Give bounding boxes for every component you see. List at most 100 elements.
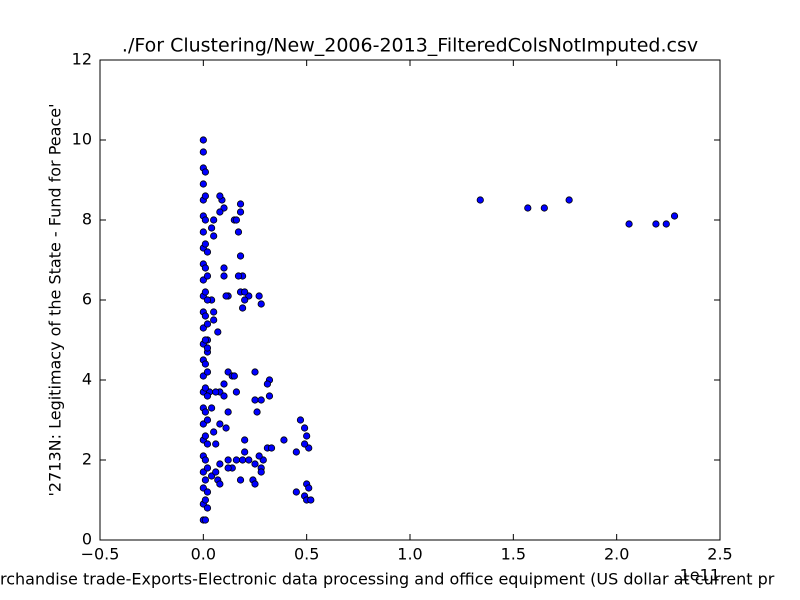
scatter-point (220, 264, 228, 272)
scatter-point (210, 308, 218, 316)
x-tick-label: −0.5 (81, 545, 120, 564)
scatter-point (255, 452, 263, 460)
scatter-point (208, 404, 216, 412)
scatter-point (296, 416, 305, 424)
scatter-point (199, 180, 207, 188)
scatter-point (224, 464, 232, 472)
scatter-point (245, 456, 253, 464)
scatter-point (201, 336, 209, 344)
scatter-point (236, 476, 245, 484)
scatter-point (241, 288, 249, 296)
scatter-point (524, 204, 532, 212)
scatter-point (232, 388, 240, 396)
plot-frame (99, 59, 721, 541)
scatter-point (199, 136, 207, 144)
scatter-point (199, 228, 207, 236)
scatter-point (203, 368, 212, 376)
scatter-point (224, 456, 232, 464)
y-tick-label: 6 (82, 290, 92, 309)
scatter-point (201, 264, 209, 272)
x-offset-label: 1e11 (680, 566, 720, 585)
y-tick-label: 12 (72, 50, 92, 69)
scatter-point (239, 456, 247, 464)
scatter-point (201, 496, 209, 504)
x-tick-label: 0.5 (294, 545, 319, 564)
scatter-point (236, 208, 245, 216)
scatter-point (303, 432, 311, 440)
scatter-point (251, 480, 259, 488)
scatter-point (203, 320, 212, 328)
scatter-point (201, 168, 209, 176)
scatter-point (210, 316, 218, 324)
scatter-point (201, 192, 209, 200)
scatter-point (203, 488, 212, 496)
scatter-point (625, 220, 633, 228)
x-tick-label: 2.5 (707, 545, 732, 564)
scatter-point (201, 456, 209, 464)
scatter-point (234, 272, 243, 280)
scatter-point (236, 252, 245, 260)
scatter-point (199, 148, 207, 156)
scatter-point (201, 312, 209, 320)
scatter-point (670, 212, 679, 220)
scatter-point (476, 196, 484, 204)
scatter-point (214, 328, 222, 336)
scatter-point (265, 392, 274, 400)
scatter-point (210, 232, 218, 240)
scatter-point (208, 224, 216, 232)
scatter-point (255, 292, 263, 300)
scatter-point (210, 428, 218, 436)
y-tick-label: 2 (82, 450, 92, 469)
scatter-point (203, 248, 212, 256)
scatter-point (220, 392, 228, 400)
y-tick-label: 8 (82, 210, 92, 229)
scatter-point (236, 200, 245, 208)
scatter-point (280, 436, 288, 444)
scatter-point (251, 368, 259, 376)
scatter-point (652, 220, 660, 228)
scatter-point (203, 440, 212, 448)
scatter-point (251, 460, 259, 468)
scatter-point (216, 420, 224, 428)
scatter-point (201, 408, 209, 416)
scatter-point (305, 484, 313, 492)
scatter-point (263, 380, 271, 388)
scatter-point (239, 304, 247, 312)
scatter-point (216, 192, 224, 200)
scatter-point (210, 216, 218, 224)
scatter-point (220, 380, 228, 388)
scatter-point (565, 196, 573, 204)
scatter-point (203, 272, 212, 280)
scatter-point (232, 456, 240, 464)
scatter-point (212, 388, 220, 396)
scatter-point (662, 220, 670, 228)
scatter-point (216, 460, 224, 468)
scatter-point (203, 416, 212, 424)
scatter-point (307, 496, 315, 504)
scatter-point (201, 384, 209, 392)
scatter-point (212, 468, 220, 476)
scatter-point (230, 372, 238, 380)
scatter-point (241, 296, 249, 304)
scatter-point (201, 240, 209, 248)
scatter-point (201, 432, 209, 440)
scatter-point (267, 444, 276, 452)
scatter-point (203, 392, 212, 400)
scatter-point (241, 436, 249, 444)
scatter-point (257, 468, 265, 476)
y-tick-label: 4 (82, 370, 92, 389)
scatter-point (257, 300, 265, 308)
scatter-point (253, 408, 261, 416)
scatter-point (203, 504, 212, 512)
y-tick-label: 0 (82, 530, 92, 549)
scatter-point (201, 216, 209, 224)
scatter-point (232, 216, 240, 224)
scatter-point (201, 288, 209, 296)
scatter-point (212, 440, 220, 448)
scatter-point (292, 448, 300, 456)
x-tick-label: 1.5 (501, 545, 526, 564)
x-tick-label: 2.0 (604, 545, 629, 564)
scatter-point (251, 396, 259, 404)
scatter-point (203, 464, 212, 472)
scatter-point (201, 476, 209, 484)
